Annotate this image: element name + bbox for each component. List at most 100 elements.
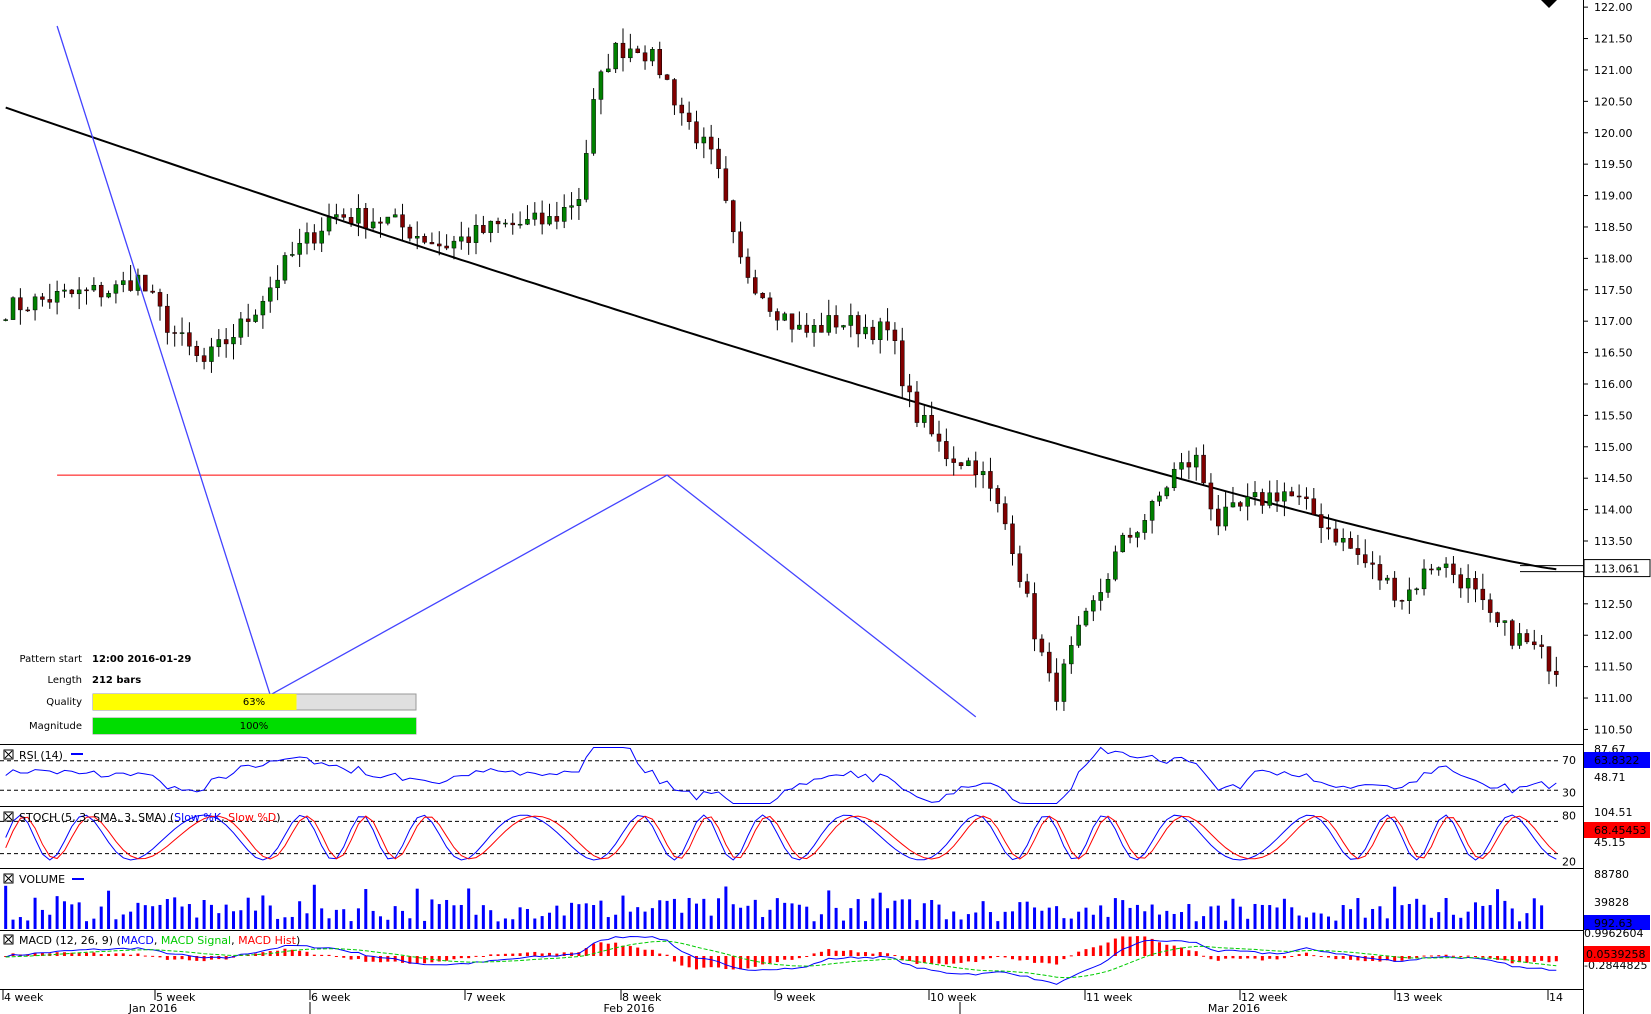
macd-hist-bar — [1400, 956, 1404, 961]
stoch-current-box — [1584, 822, 1650, 838]
candle — [312, 224, 317, 251]
candle-body — [664, 74, 670, 80]
candle — [1318, 503, 1324, 544]
macd-hist-bar — [1481, 956, 1485, 958]
macd-signal-label: MACD Signal — [161, 934, 231, 947]
scroll-arrow-icon[interactable] — [1541, 0, 1557, 8]
candle — [481, 215, 486, 235]
current-price-box — [1583, 559, 1651, 578]
macd-hist-bar — [1282, 956, 1286, 959]
candle-body — [1443, 563, 1449, 568]
macd-axis-bottom: -0.2844825 — [1584, 959, 1647, 972]
volume-bar — [1518, 921, 1522, 929]
candle — [1326, 514, 1331, 540]
volume-bar — [334, 909, 338, 929]
candle-body — [422, 236, 427, 243]
volume-bar — [577, 904, 581, 929]
macd-hist-bar — [680, 956, 684, 966]
candle-body — [804, 324, 809, 333]
candle-body — [730, 200, 736, 233]
candle — [554, 201, 560, 230]
candle — [1282, 482, 1287, 517]
volume-bar — [364, 889, 368, 929]
macd-hist-bar — [481, 956, 485, 957]
candle-body — [304, 232, 310, 244]
volume-bar — [614, 914, 618, 929]
macd-hist-bar — [827, 949, 831, 956]
volume-bar — [717, 898, 721, 929]
volume-bar — [746, 905, 750, 929]
macd-hist-bar — [1334, 956, 1338, 960]
macd-hist-bar — [974, 956, 978, 963]
volume-bar — [356, 908, 360, 929]
candle-body — [1407, 589, 1412, 601]
candle-body — [723, 168, 729, 201]
volume-bar — [665, 900, 669, 929]
volume-bar — [805, 906, 809, 929]
candle — [392, 208, 398, 218]
candle-body — [584, 153, 589, 200]
volume-bar — [489, 910, 493, 929]
candle-body — [297, 242, 302, 255]
candle-body — [1061, 663, 1067, 702]
candle-body — [275, 279, 280, 289]
volume-bar — [1062, 918, 1066, 929]
month-label: Mar 2016 — [1208, 1002, 1260, 1014]
volume-bar — [158, 904, 162, 929]
volume-bar — [864, 921, 868, 929]
candle-body — [437, 243, 442, 247]
candle — [922, 404, 927, 428]
candle-body — [1032, 593, 1037, 640]
volume-bar — [944, 919, 948, 929]
candle — [1216, 495, 1221, 536]
candle-body — [356, 208, 361, 224]
candle-body — [231, 337, 236, 345]
candle — [245, 303, 251, 337]
macd-header: MACD (12, 26, 9) (MACD, MACD Signal, MAC… — [3, 934, 300, 947]
volume-bar — [165, 899, 169, 929]
candle-body — [1260, 492, 1265, 506]
candle — [1083, 607, 1089, 627]
macd-hist-bar — [1459, 956, 1463, 957]
volume-header: VOLUME — [3, 873, 84, 886]
volume-bar — [1393, 886, 1397, 929]
macd-hist-bar — [819, 951, 823, 956]
pattern-start-label: Pattern start — [20, 654, 83, 665]
month-label: Feb 2016 — [604, 1002, 655, 1014]
candle — [1164, 485, 1170, 500]
candle-body — [517, 223, 523, 226]
candle — [1252, 481, 1258, 506]
candle-body — [348, 217, 354, 224]
candle-body — [1002, 503, 1008, 525]
price-tick-label: 118.00 — [1594, 252, 1633, 265]
volume-bar — [856, 899, 860, 929]
macd-hist-bar — [327, 954, 331, 956]
volume-bar — [672, 898, 676, 929]
pattern-zigzag — [56, 25, 977, 718]
price-tick-label: 114.00 — [1594, 504, 1633, 517]
candle — [782, 311, 787, 322]
candle — [290, 241, 295, 258]
candle-body — [1252, 492, 1258, 498]
macd-hist-bar — [312, 954, 316, 956]
candle — [767, 292, 773, 317]
macd-hist-bar — [628, 946, 632, 956]
candle-body — [363, 208, 369, 229]
candle-body — [672, 79, 677, 106]
volume-bar — [195, 917, 199, 929]
candle-body — [370, 221, 376, 229]
candle-body — [819, 325, 824, 333]
candle — [606, 53, 611, 73]
candle-body — [1473, 578, 1478, 590]
candle-body — [877, 321, 883, 340]
candle — [1363, 539, 1368, 568]
macd-hist-bar — [599, 942, 603, 956]
price-tick-label: 112.50 — [1594, 598, 1633, 611]
candle — [209, 337, 214, 373]
volume-bar — [937, 904, 941, 929]
volume-bar — [18, 917, 22, 929]
candle — [348, 208, 354, 227]
volume-bar — [1400, 905, 1404, 929]
macd-hist-bar — [1540, 956, 1544, 961]
